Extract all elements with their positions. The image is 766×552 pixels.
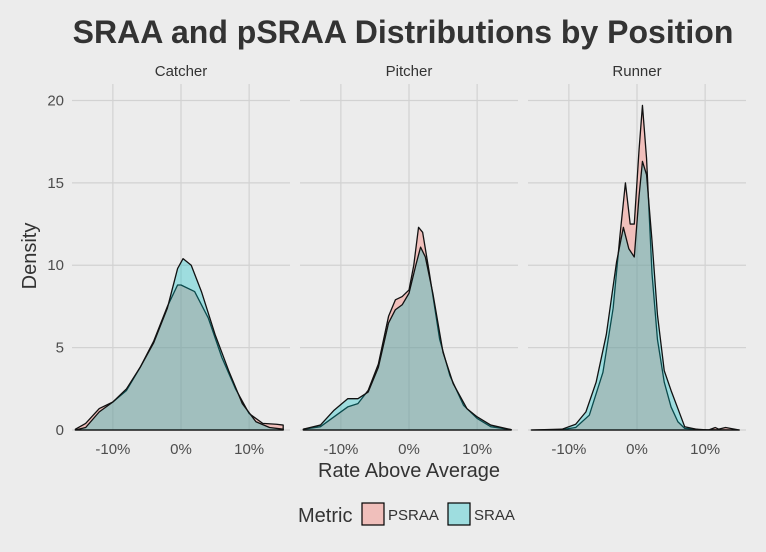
x-tick-label: 10% <box>462 441 492 458</box>
y-tick-label: 0 <box>56 422 64 439</box>
legend-title: Metric <box>298 505 352 527</box>
x-tick-label: 10% <box>234 441 264 458</box>
y-axis-title: Density <box>19 223 41 290</box>
density-area-psraa <box>302 226 512 431</box>
chart-title: SRAA and pSRAA Distributions by Position <box>73 14 734 50</box>
panel-strip-label: Catcher <box>155 63 208 80</box>
density-area-sraa <box>530 160 740 431</box>
y-tick-label: 20 <box>47 92 64 109</box>
x-tick-label: 0% <box>626 441 648 458</box>
x-axis-title: Rate Above Average <box>318 460 500 482</box>
legend-label-sraa: SRAA <box>474 507 515 524</box>
density-area-psraa <box>530 104 740 431</box>
legend: Metric PSRAA SRAA <box>298 502 515 527</box>
panel-strip-label: Runner <box>612 63 661 80</box>
panel-strip-label: Pitcher <box>386 63 433 80</box>
density-area-psraa <box>74 284 284 431</box>
legend-key-psraa <box>361 502 385 526</box>
panel-catcher: Catcher -10% 0% 10% <box>72 63 290 458</box>
density-area-sraa <box>74 258 284 431</box>
legend-key-sraa <box>447 502 471 526</box>
y-tick-label: 15 <box>47 175 64 192</box>
x-tick-label: -10% <box>95 441 130 458</box>
x-tick-label: -10% <box>323 441 358 458</box>
x-tick-label: 0% <box>398 441 420 458</box>
facet-panels: Catcher -10% 0% 10% Pitcher -10% 0% 10% Runner -1… <box>47 63 746 458</box>
panel-pitcher: Pitcher -10% 0% 10% <box>300 63 518 458</box>
x-tick-label: -10% <box>551 441 586 458</box>
y-tick-label: 10 <box>47 257 64 274</box>
x-tick-label: 10% <box>690 441 720 458</box>
density-area-sraa <box>302 246 512 431</box>
legend-label-psraa: PSRAA <box>388 507 439 524</box>
x-tick-label: 0% <box>170 441 192 458</box>
panel-runner: Runner -10% 0% 10% <box>528 63 746 458</box>
y-tick-label: 5 <box>56 340 64 357</box>
